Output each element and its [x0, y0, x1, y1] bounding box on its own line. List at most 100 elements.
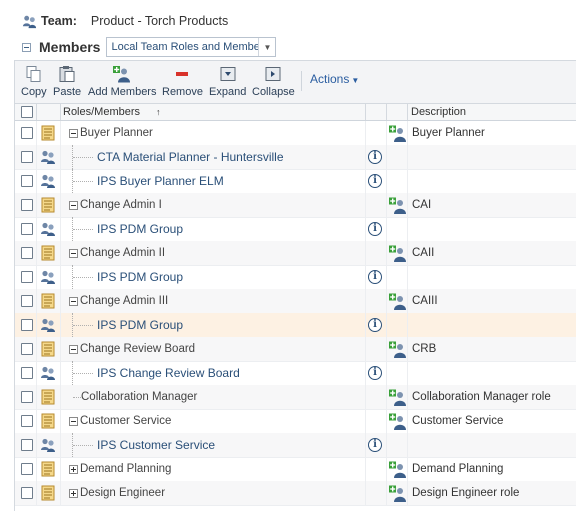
description-header[interactable]: Description [411, 106, 467, 118]
member-row[interactable]: IPS PDM Group i [15, 217, 576, 242]
member-row[interactable]: IPS Customer Service i [15, 433, 576, 458]
role-name: Buyer Planner [80, 127, 153, 139]
chevron-down-icon[interactable]: ▼ [258, 38, 275, 56]
remove-button[interactable]: Remove [162, 65, 203, 98]
role-description: Buyer Planner [412, 127, 485, 139]
tree-connector [73, 229, 93, 230]
collapse-button[interactable]: Collapse [252, 65, 295, 98]
member-link[interactable]: IPS PDM Group [97, 270, 184, 284]
member-row[interactable]: CTA Material Planner - Huntersville i [15, 145, 576, 170]
header-divider [36, 104, 37, 120]
role-icon [40, 461, 56, 477]
info-icon[interactable]: i [368, 270, 382, 284]
add-members-icon [113, 65, 131, 83]
expand-button[interactable]: Expand [209, 65, 246, 98]
role-icon [40, 197, 56, 213]
row-checkbox[interactable] [21, 487, 33, 499]
tree-connector [73, 397, 81, 398]
member-link[interactable]: IPS Buyer Planner ELM [97, 174, 224, 188]
info-icon[interactable]: i [368, 222, 382, 236]
row-checkbox[interactable] [21, 223, 33, 235]
header-divider [407, 104, 408, 120]
expand-plus-icon[interactable] [69, 489, 78, 498]
row-checkbox[interactable] [21, 367, 33, 379]
role-row[interactable]: Collaboration Manager Collaboration Manag… [15, 385, 576, 410]
collapse-minus-icon[interactable] [69, 345, 78, 354]
row-checkbox[interactable] [21, 271, 33, 283]
view-select-value: Local Team Roles and Members [111, 41, 259, 53]
role-row[interactable]: Buyer Planner Buyer Planner [15, 121, 576, 146]
row-checkbox[interactable] [21, 175, 33, 187]
member-link[interactable]: IPS PDM Group [97, 318, 184, 332]
row-checkbox[interactable] [21, 295, 33, 307]
row-checkbox[interactable] [21, 127, 33, 139]
role-icon [40, 293, 56, 309]
paste-label: Paste [53, 86, 82, 98]
expand-icon [220, 67, 236, 81]
select-all-checkbox[interactable] [21, 106, 33, 118]
role-row[interactable]: Change Admin II CAII [15, 241, 576, 266]
collapse-minus-icon[interactable] [69, 297, 78, 306]
expand-plus-icon[interactable] [69, 465, 78, 474]
member-row[interactable]: IPS Buyer Planner ELM i [15, 169, 576, 194]
tree-connector [73, 373, 93, 374]
row-checkbox[interactable] [21, 391, 33, 403]
role-icon [40, 485, 56, 501]
role-name: Design Engineer [80, 487, 166, 499]
member-link[interactable]: IPS Customer Service [97, 438, 216, 452]
member-row[interactable]: IPS Change Review Board i [15, 361, 576, 386]
add-role-icon [389, 341, 407, 358]
member-link[interactable]: IPS PDM Group [97, 222, 184, 236]
column-divider [60, 121, 61, 505]
info-icon[interactable]: i [368, 150, 382, 164]
role-row[interactable]: Customer Service Customer Service [15, 409, 576, 434]
role-icon [40, 125, 56, 141]
header-divider [60, 104, 61, 120]
column-divider [407, 121, 408, 505]
row-checkbox[interactable] [21, 199, 33, 211]
add-members-label: Add Members [88, 86, 157, 98]
role-name: Customer Service [80, 415, 172, 427]
collapse-minus-icon[interactable] [69, 129, 78, 138]
remove-label: Remove [162, 86, 203, 98]
actions-menu[interactable]: Actions ▼ [310, 72, 359, 86]
member-link[interactable]: CTA Material Planner - Huntersville [97, 150, 284, 164]
add-role-icon [389, 461, 407, 478]
role-row[interactable]: Design Engineer Design Engineer role [15, 481, 576, 506]
info-icon[interactable]: i [368, 438, 382, 452]
member-row[interactable]: IPS PDM Group i [15, 313, 576, 338]
role-row[interactable]: Change Admin III CAIII [15, 289, 576, 314]
member-link[interactable]: IPS Change Review Board [97, 366, 240, 380]
info-icon[interactable]: i [368, 366, 382, 380]
role-row[interactable]: Change Admin I CAI [15, 193, 576, 218]
tree-connector [73, 277, 93, 278]
team-label: Team: [41, 14, 77, 28]
add-members-button[interactable]: Add Members [88, 65, 156, 98]
collapse-minus-icon[interactable] [69, 201, 78, 210]
row-checkbox[interactable] [21, 463, 33, 475]
copy-button[interactable]: Copy [21, 65, 47, 98]
members-header: Members Local Team Roles and Members ▼ [22, 36, 277, 58]
collapse-minus-icon[interactable] [69, 417, 78, 426]
copy-icon [26, 66, 41, 82]
row-checkbox[interactable] [21, 151, 33, 163]
info-icon[interactable]: i [368, 318, 382, 332]
row-checkbox[interactable] [21, 415, 33, 427]
collapse-minus-icon[interactable] [69, 249, 78, 258]
members-collapse-icon[interactable] [22, 42, 31, 52]
paste-button[interactable]: Paste [53, 65, 81, 98]
info-icon[interactable]: i [368, 174, 382, 188]
view-select[interactable]: Local Team Roles and Members ▼ [106, 37, 277, 57]
row-checkbox[interactable] [21, 319, 33, 331]
row-checkbox[interactable] [21, 343, 33, 355]
add-role-icon [389, 293, 407, 310]
member-row[interactable]: IPS PDM Group i [15, 265, 576, 290]
row-checkbox[interactable] [21, 247, 33, 259]
tree-connector [72, 265, 74, 289]
role-description: Collaboration Manager role [412, 391, 551, 403]
roles-members-header[interactable]: Roles/Members ↑ [63, 104, 161, 120]
row-checkbox[interactable] [21, 439, 33, 451]
copy-label: Copy [21, 86, 47, 98]
role-row[interactable]: Change Review Board CRB [15, 337, 576, 362]
role-row[interactable]: Demand Planning Demand Planning [15, 457, 576, 482]
